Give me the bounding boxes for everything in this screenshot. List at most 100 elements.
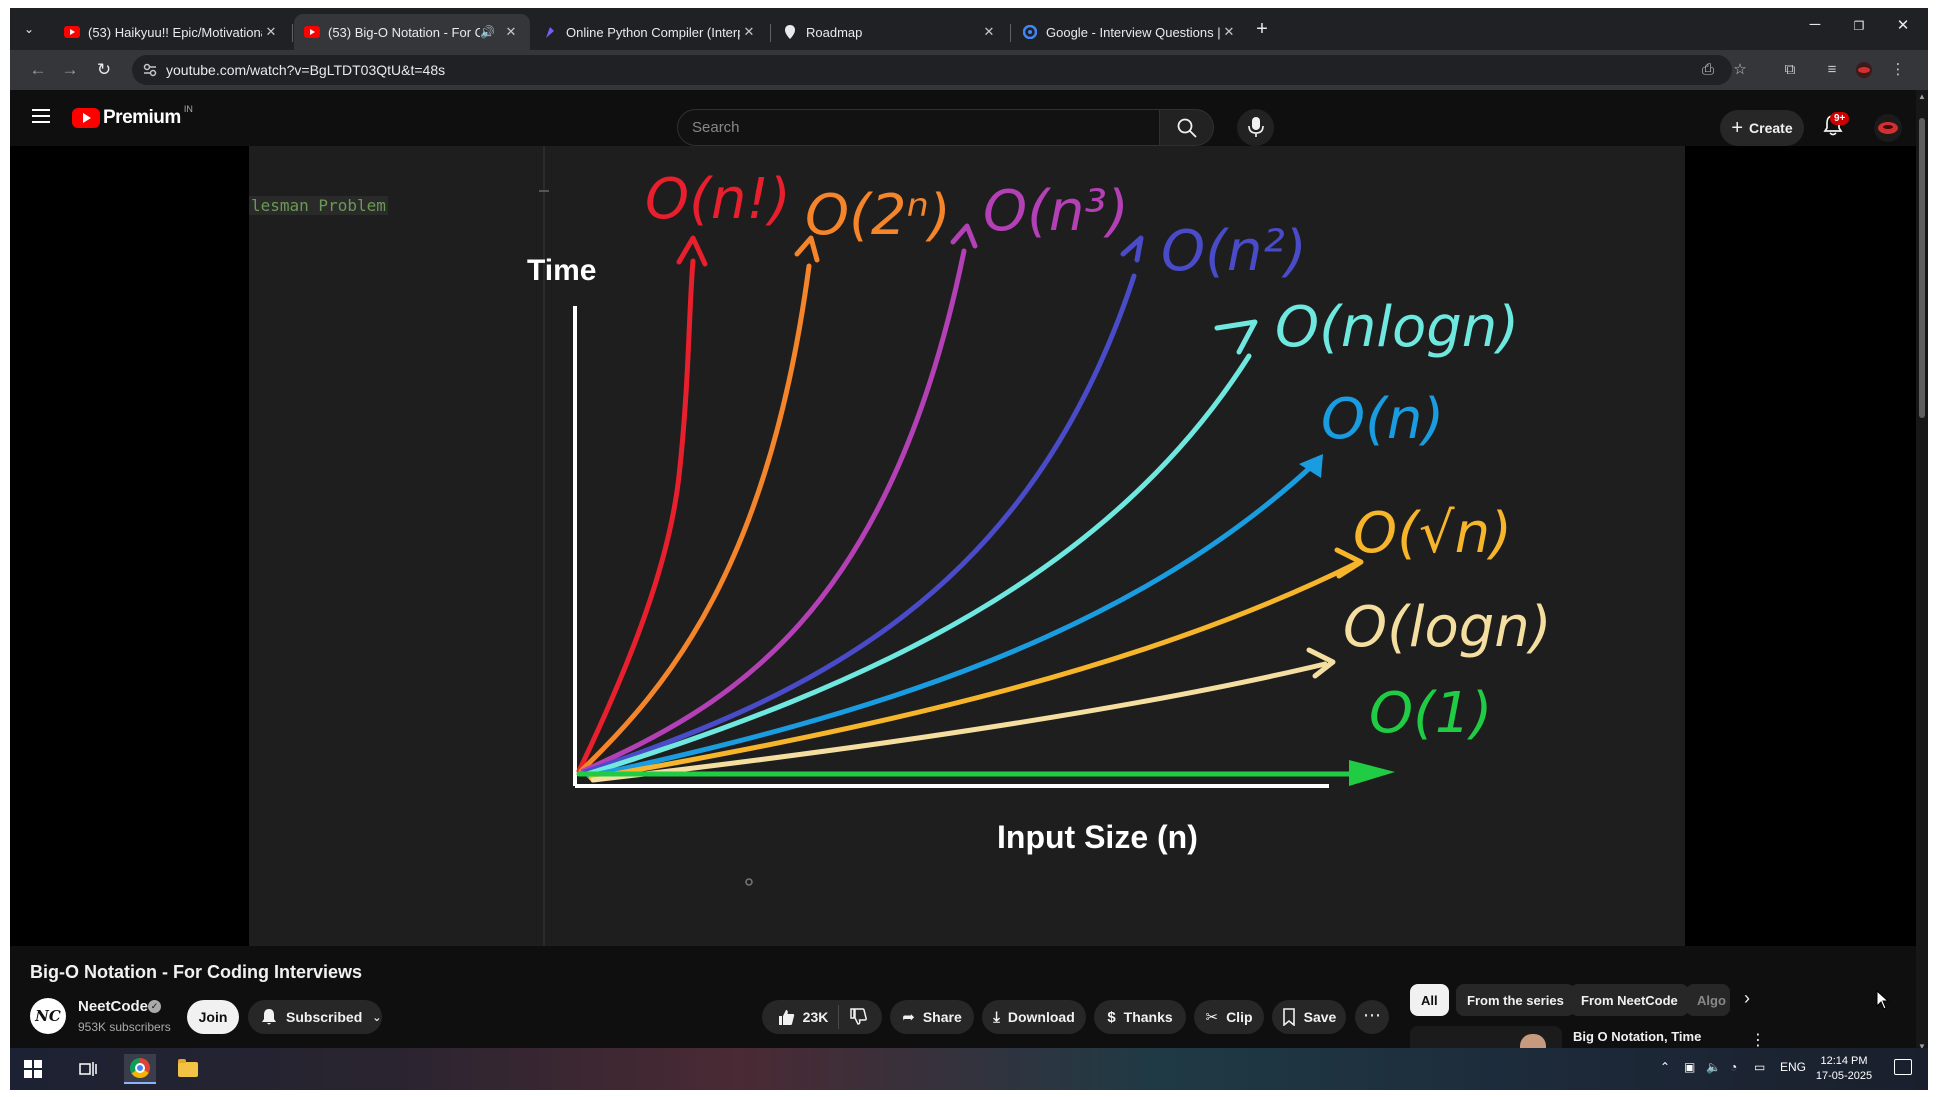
wifi-icon[interactable]: ◔ bbox=[1730, 1060, 1738, 1074]
label-constant: O(1) bbox=[1369, 681, 1492, 746]
tab-python-compiler[interactable]: Online Python Compiler (Interp ✕ bbox=[532, 14, 768, 50]
label-sqrt: O(√n) bbox=[1353, 501, 1512, 566]
label-quadratic: O(n²) bbox=[1161, 219, 1307, 284]
minimize-button[interactable]: ─ bbox=[1809, 16, 1821, 33]
site-info-icon[interactable] bbox=[142, 62, 158, 78]
y-axis-label: Time bbox=[527, 254, 596, 287]
reload-button[interactable]: ↻ bbox=[96, 60, 112, 79]
youtube-logo[interactable]: Premium IN bbox=[72, 104, 193, 129]
region-code: IN bbox=[183, 104, 193, 114]
search-box bbox=[677, 109, 1160, 146]
bell-icon bbox=[262, 1009, 276, 1025]
scrollbar-thumb[interactable] bbox=[1919, 118, 1925, 418]
scroll-down-icon[interactable]: ▼ bbox=[1918, 1042, 1926, 1051]
browser-menu-icon[interactable]: ⋮ bbox=[1890, 61, 1906, 78]
volume-icon[interactable]: 🔈 bbox=[1706, 1060, 1721, 1074]
clip-button[interactable]: ✂ Clip bbox=[1194, 1000, 1264, 1034]
arrowhead-sqrt bbox=[1334, 547, 1364, 579]
create-label: Create bbox=[1749, 120, 1793, 136]
arrowhead-log bbox=[1306, 647, 1336, 679]
page-scrollbar[interactable]: ▲ ▼ bbox=[1916, 90, 1928, 1058]
download-button[interactable]: ⤓ Download bbox=[982, 1000, 1086, 1034]
tab-search-button[interactable]: ⌄ bbox=[23, 22, 35, 36]
label-log: O(logn) bbox=[1343, 595, 1552, 660]
new-tab-button[interactable]: + bbox=[1256, 18, 1268, 40]
tray-chevron-up-icon[interactable]: ⌃ bbox=[1660, 1060, 1671, 1074]
share-button[interactable]: ➦ Share bbox=[890, 1000, 974, 1034]
channel-avatar[interactable]: NC bbox=[30, 998, 66, 1034]
chip-from-neetcode[interactable]: From NeetCode bbox=[1570, 984, 1689, 1016]
video-player[interactable]: lesman Problem Time Input Size (n) bbox=[10, 146, 1916, 946]
arrowhead-linear bbox=[1299, 454, 1323, 478]
speaker-icon[interactable]: 🔊 bbox=[480, 25, 495, 39]
close-window-button[interactable]: ✕ bbox=[1896, 17, 1910, 34]
tab-title: (53) Haikyuu!! Epic/Motivationa bbox=[88, 24, 262, 40]
url-text: youtube.com/watch?v=BgLTDT03QtU&t=48s bbox=[166, 62, 446, 78]
network-icon[interactable]: ▣ bbox=[1684, 1060, 1696, 1074]
tab-big-o-notation[interactable]: (53) Big-O Notation - For C 🔊 ✕ bbox=[294, 14, 530, 50]
thanks-button[interactable]: $ Thanks bbox=[1094, 1000, 1186, 1034]
youtube-play-icon bbox=[72, 108, 100, 128]
thanks-icon: $ bbox=[1107, 1008, 1116, 1026]
search-input[interactable] bbox=[678, 110, 1159, 145]
more-actions-button[interactable]: ⋯ bbox=[1355, 1000, 1389, 1034]
mouse-cursor-icon bbox=[1876, 990, 1890, 1010]
battery-icon[interactable]: ▭ bbox=[1754, 1060, 1766, 1074]
curve-quadratic bbox=[582, 273, 1137, 775]
back-button[interactable]: ← bbox=[29, 60, 47, 79]
tab-haikyuu[interactable]: (53) Haikyuu!! Epic/Motivationa ✕ bbox=[54, 14, 290, 50]
channel-avatar-text: NC bbox=[35, 1007, 61, 1025]
like-button[interactable]: 23K bbox=[777, 1008, 828, 1026]
recommendation-menu-icon[interactable]: ⋮ bbox=[1750, 1032, 1766, 1049]
label-linear: O(n) bbox=[1321, 387, 1444, 452]
media-controls-icon[interactable]: ≡ bbox=[1827, 61, 1837, 78]
clock-time: 12:14 PM bbox=[1820, 1055, 1868, 1067]
clock-date: 17-05-2025 bbox=[1815, 1070, 1873, 1082]
chip-algo[interactable]: Algo bbox=[1686, 984, 1730, 1016]
video-frame: lesman Problem bbox=[249, 146, 1685, 946]
install-app-icon[interactable]: ⎙ bbox=[1701, 61, 1714, 78]
voice-search-button[interactable] bbox=[1237, 109, 1274, 146]
windows-taskbar: ⌃ ▣ 🔈 ◔ ▭ ENG 12:14 PM 17-05-2025 bbox=[10, 1048, 1928, 1090]
subscribed-button[interactable]: Subscribed ⌄ bbox=[248, 1000, 382, 1034]
extensions-icon[interactable]: ⧉ bbox=[1784, 61, 1796, 78]
tab-close-icon[interactable]: ✕ bbox=[743, 24, 755, 39]
chip-from-the-series[interactable]: From the series bbox=[1456, 984, 1575, 1016]
restore-button[interactable]: ❐ bbox=[1853, 19, 1865, 33]
chip-all[interactable]: All bbox=[1410, 984, 1449, 1016]
search-button[interactable] bbox=[1160, 109, 1214, 146]
create-button[interactable]: + Create bbox=[1720, 110, 1804, 146]
address-bar[interactable]: youtube.com/watch?v=BgLTDT03QtU&t=48s bbox=[132, 55, 1732, 85]
file-explorer-icon[interactable] bbox=[172, 1054, 204, 1084]
x-axis-label: Input Size (n) bbox=[997, 819, 1198, 855]
language-indicator[interactable]: ENG bbox=[1780, 1060, 1807, 1074]
scroll-up-icon[interactable]: ▲ bbox=[1918, 92, 1926, 101]
label-exponential: O(2ⁿ) bbox=[805, 183, 951, 248]
taskbar-clock[interactable]: 12:14 PM 17-05-2025 bbox=[1814, 1054, 1874, 1084]
label-factorial: O(n!) bbox=[645, 167, 791, 232]
share-label: Share bbox=[922, 1009, 962, 1025]
menu-icon[interactable] bbox=[32, 109, 50, 123]
notification-center-icon[interactable] bbox=[1894, 1059, 1912, 1075]
join-button[interactable]: Join bbox=[187, 1000, 239, 1034]
tab-roadmap[interactable]: Roadmap ✕ bbox=[772, 14, 1008, 50]
profile-avatar-icon[interactable] bbox=[1852, 58, 1876, 82]
save-button[interactable]: Save bbox=[1272, 1000, 1346, 1034]
bookmark-star-icon[interactable]: ☆ bbox=[1733, 61, 1747, 78]
channel-name[interactable]: NeetCode bbox=[78, 998, 149, 1015]
chevron-right-icon[interactable]: › bbox=[1744, 988, 1750, 1008]
download-label: Download bbox=[1007, 1009, 1075, 1025]
task-view-icon[interactable] bbox=[72, 1054, 104, 1084]
windows-start-icon[interactable] bbox=[24, 1060, 42, 1078]
tab-close-icon[interactable]: ✕ bbox=[265, 24, 277, 39]
forward-button[interactable]: → bbox=[61, 60, 79, 79]
thumbs-down-icon[interactable] bbox=[849, 1008, 868, 1026]
tab-close-icon[interactable]: ✕ bbox=[505, 24, 517, 39]
tab-google-interview[interactable]: Google - Interview Questions | ✕ bbox=[1012, 14, 1248, 50]
tab-close-icon[interactable]: ✕ bbox=[983, 24, 995, 39]
chrome-taskbar-icon[interactable] bbox=[124, 1054, 156, 1084]
account-avatar[interactable] bbox=[1874, 114, 1902, 142]
verified-check-icon: ✓ bbox=[148, 1000, 161, 1013]
tab-close-icon[interactable]: ✕ bbox=[1223, 24, 1235, 39]
cursor-dot bbox=[745, 878, 753, 886]
